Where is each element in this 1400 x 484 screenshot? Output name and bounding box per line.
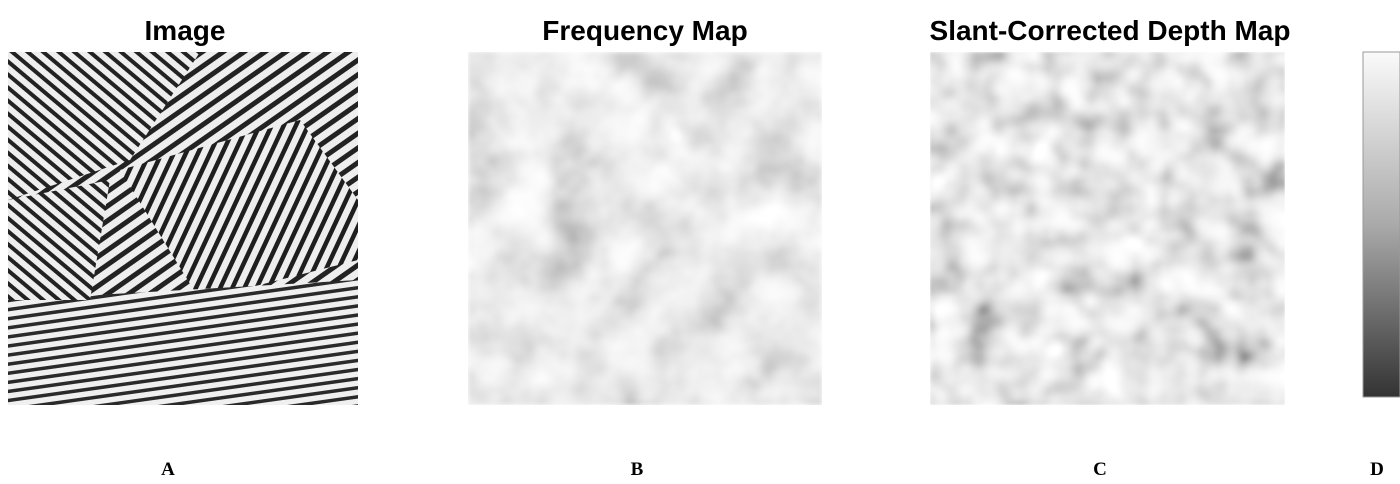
panel-label: C <box>1093 459 1107 479</box>
stripe-image <box>8 52 358 405</box>
frequency-map <box>468 52 822 405</box>
panel-title: Frequency Map <box>542 15 747 46</box>
panel-title: Image <box>145 15 226 46</box>
panel-label: A <box>161 459 175 479</box>
panel-title: Slant-Corrected Depth Map <box>930 15 1291 46</box>
depth-map <box>930 52 1285 405</box>
colorbar <box>1363 52 1400 397</box>
figure: Image Frequency Map Slant-Corrected Dept… <box>0 0 1400 479</box>
panel-label: D <box>1370 459 1384 479</box>
page: Image Frequency Map Slant-Corrected Dept… <box>0 0 1400 479</box>
panel-label: B <box>631 459 644 479</box>
